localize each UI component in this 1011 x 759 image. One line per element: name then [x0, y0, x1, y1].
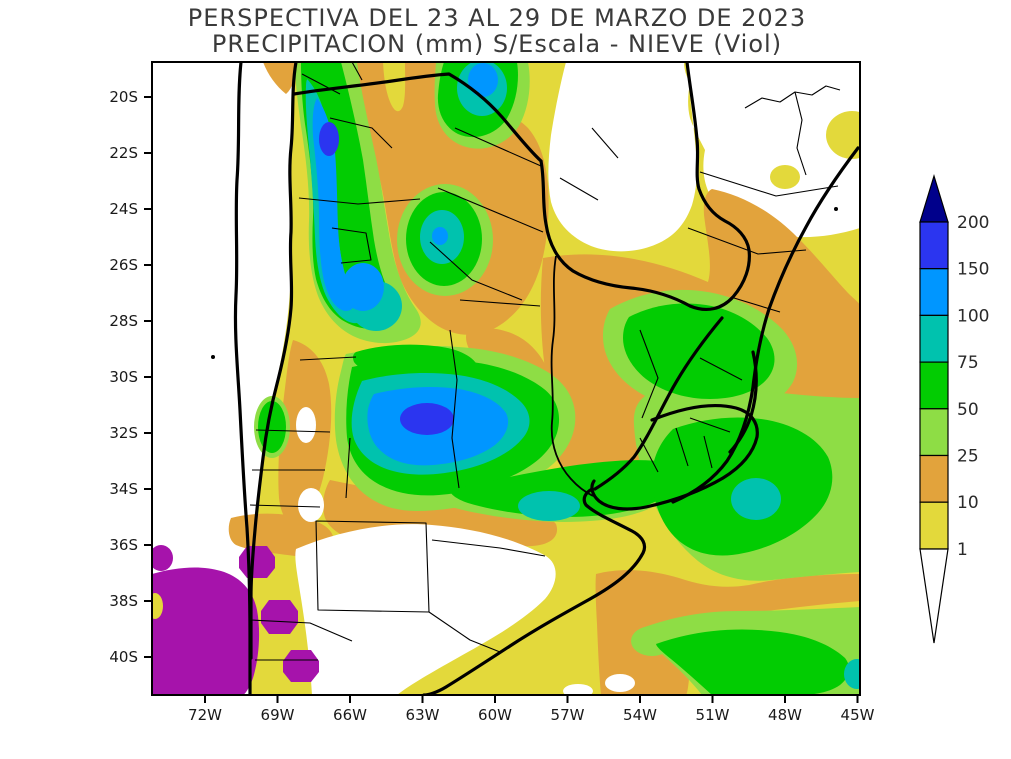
y-tick-label: 36S: [109, 536, 138, 554]
x-tick-label: 45W: [841, 706, 875, 724]
contour-royalblue: [400, 403, 454, 435]
colorbar-segments: [920, 222, 948, 549]
title-line-1: PERSPECTIVA DEL 23 AL 29 DE MARZO DE 202…: [188, 4, 806, 32]
colorbar-segment: [920, 315, 948, 362]
x-tick-label: 48W: [768, 706, 802, 724]
x-tick-label: 54W: [623, 706, 657, 724]
x-tick-label: 69W: [261, 706, 295, 724]
y-tick-label: 22S: [109, 144, 138, 162]
snow-area: [152, 567, 259, 695]
colorbar-segment: [920, 409, 948, 456]
colorbar-label: 75: [957, 353, 979, 373]
y-tick-label: 40S: [109, 648, 138, 666]
y-tick-label: 32S: [109, 424, 138, 442]
title-line-2: PRECIPITACION (mm) S/Escala - NIEVE (Vio…: [212, 30, 782, 58]
snow-area: [261, 600, 298, 634]
colorbar-bottom-arrow: [920, 549, 948, 643]
y-tick-label: 38S: [109, 592, 138, 610]
contour-yellow: [826, 111, 878, 159]
colorbar-label: 150: [957, 260, 989, 280]
contour-white: [296, 407, 316, 443]
colorbar-label: 50: [957, 400, 979, 420]
y-tick-label: 24S: [109, 200, 138, 218]
colorbar: 200 150 100 75 50 25 10 1: [920, 176, 989, 643]
contour-blue: [342, 263, 384, 311]
colorbar-segment: [920, 269, 948, 316]
contour-white: [298, 488, 324, 522]
colorbar-label: 10: [957, 493, 979, 513]
colorbar-label: 200: [957, 213, 989, 233]
precipitation-forecast-figure: PERSPECTIVA DEL 23 AL 29 DE MARZO DE 202…: [0, 0, 1011, 759]
colorbar-segment: [920, 456, 948, 503]
colorbar-segment: [920, 222, 948, 269]
colorbar-label: 25: [957, 447, 979, 467]
x-axis: 72W 69W 66W 63W 60W 57W 54W 51W 48W 45W: [188, 695, 875, 724]
contour-cyan: [731, 478, 781, 520]
contour-yellow: [770, 165, 800, 189]
contour-royalblue: [319, 122, 339, 156]
map-svg: PERSPECTIVA DEL 23 AL 29 DE MARZO DE 202…: [0, 0, 1011, 759]
y-tick-label: 26S: [109, 256, 138, 274]
contour-cyan: [518, 491, 580, 521]
x-tick-label: 66W: [333, 706, 367, 724]
contour-blue: [468, 63, 498, 97]
y-tick-label: 30S: [109, 368, 138, 386]
contour-white: [605, 674, 635, 692]
map-contours: [147, 60, 878, 698]
x-tick-label: 60W: [478, 706, 512, 724]
snow-area: [283, 650, 319, 682]
x-tick-label: 72W: [188, 706, 222, 724]
contour-blue: [432, 227, 448, 245]
colorbar-segment: [920, 362, 948, 409]
island-dot: [211, 355, 215, 359]
contour-yellow: [147, 593, 163, 619]
y-axis: 20S 22S 24S 26S 28S 30S 32S 34S 36S 38S 40S: [109, 88, 152, 666]
colorbar-labels: 200 150 100 75 50 25 10 1: [957, 213, 989, 560]
island-dot: [834, 207, 838, 211]
colorbar-segment: [920, 502, 948, 549]
colorbar-label: 1: [957, 540, 968, 560]
colorbar-label: 100: [957, 306, 989, 326]
colorbar-top-arrow: [920, 176, 948, 222]
y-tick-label: 28S: [109, 312, 138, 330]
y-tick-label: 20S: [109, 88, 138, 106]
contour-cyan: [844, 659, 870, 689]
snow-area: [239, 546, 275, 578]
x-tick-label: 63W: [406, 706, 440, 724]
y-tick-label: 34S: [109, 480, 138, 498]
x-tick-label: 51W: [696, 706, 730, 724]
x-tick-label: 57W: [551, 706, 585, 724]
